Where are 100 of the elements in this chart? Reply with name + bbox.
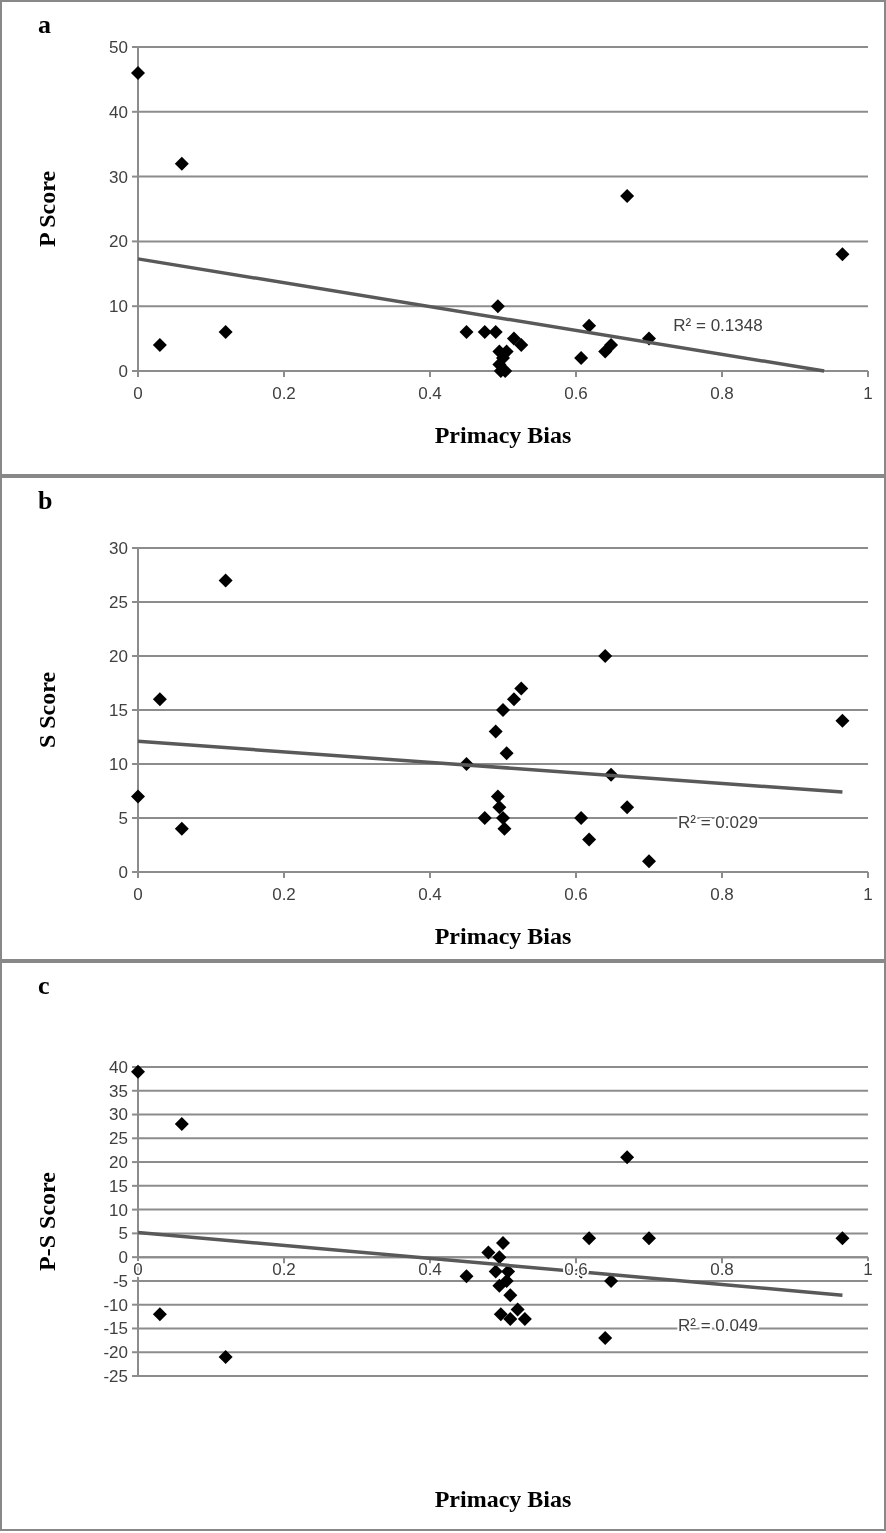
x-tick-label: 0.4 xyxy=(418,383,442,403)
x-axis-title: Primacy Bias xyxy=(434,923,572,949)
y-tick-label: 10 xyxy=(109,297,128,317)
y-tick-label: -15 xyxy=(103,1319,128,1339)
x-tick-label: 0.4 xyxy=(418,1259,442,1279)
y-tick-label: 15 xyxy=(109,700,128,720)
point xyxy=(488,1264,503,1279)
point xyxy=(642,854,656,869)
point xyxy=(582,1231,597,1246)
point xyxy=(497,821,512,836)
point xyxy=(488,724,503,739)
point xyxy=(574,351,589,366)
y-tick-label: 10 xyxy=(109,1200,128,1220)
x-tick-label: 0.8 xyxy=(710,383,734,403)
x-tick-label: 0.6 xyxy=(564,1259,588,1279)
y-tick-label: 5 xyxy=(118,808,128,828)
y-tick-label: -20 xyxy=(103,1343,128,1363)
y-axis-title: P-S Score xyxy=(34,1171,60,1271)
point xyxy=(598,1330,613,1345)
point xyxy=(514,338,529,353)
x-tick-label: 1 xyxy=(863,383,873,403)
point xyxy=(477,325,492,340)
y-tick-label: 30 xyxy=(109,1105,128,1125)
y-tick-label: 20 xyxy=(109,1153,128,1173)
y-tick-label: 30 xyxy=(109,538,128,558)
x-axis-title: Primacy Bias xyxy=(434,1486,572,1512)
y-tick-label: 5 xyxy=(118,1224,128,1244)
point xyxy=(496,703,510,717)
y-tick-label: 25 xyxy=(109,592,128,612)
y-tick-label: 40 xyxy=(109,102,128,122)
point xyxy=(503,1288,518,1303)
x-tick-label: 0.6 xyxy=(564,383,588,403)
point xyxy=(459,1269,474,1284)
y-tick-label: 25 xyxy=(109,1129,128,1149)
point xyxy=(218,573,233,588)
point xyxy=(492,800,507,815)
x-tick-label: 0 xyxy=(133,884,143,904)
point xyxy=(835,1231,850,1246)
point xyxy=(835,713,850,728)
y-tick-label: -10 xyxy=(103,1295,128,1315)
y-tick-label: 0 xyxy=(118,862,128,882)
point xyxy=(477,811,492,825)
chart-title: b xyxy=(38,486,53,515)
y-tick-label: 20 xyxy=(109,646,128,666)
y-tick-label: 15 xyxy=(109,1176,128,1196)
x-tick-label: 0.8 xyxy=(710,1259,734,1279)
point xyxy=(218,325,233,340)
point xyxy=(488,325,503,340)
x-tick-label: 0.6 xyxy=(564,884,588,904)
point xyxy=(499,746,514,761)
point xyxy=(506,331,521,346)
point xyxy=(218,1349,233,1364)
point xyxy=(496,811,510,825)
y-axis-title: P Score xyxy=(34,170,60,248)
x-tick-label: 0.8 xyxy=(710,884,734,904)
point xyxy=(514,681,529,696)
y-tick-label: 0 xyxy=(118,361,128,381)
point xyxy=(499,1273,514,1288)
point xyxy=(517,1311,532,1326)
y-tick-label: -5 xyxy=(112,1271,128,1291)
x-tick-label: 0.4 xyxy=(418,884,442,904)
point xyxy=(574,811,589,825)
point xyxy=(490,789,505,804)
y-tick-label: 30 xyxy=(109,167,128,187)
x-tick-label: 0.2 xyxy=(272,1259,296,1279)
point xyxy=(620,1150,635,1165)
point xyxy=(493,1307,508,1322)
point xyxy=(620,189,635,204)
point xyxy=(496,1235,510,1250)
point xyxy=(152,338,167,353)
point xyxy=(835,247,850,262)
point xyxy=(152,1307,167,1322)
y-axis-title: S Score xyxy=(34,671,60,749)
chart-title: c xyxy=(38,971,50,1000)
point xyxy=(492,1250,507,1265)
point xyxy=(481,1245,496,1260)
y-tick-label: 10 xyxy=(109,754,128,774)
x-tick-label: 0.2 xyxy=(272,383,296,403)
x-tick-label: 1 xyxy=(863,884,873,904)
y-tick-label: 35 xyxy=(109,1081,128,1101)
point xyxy=(642,1231,656,1246)
y-tick-label: 20 xyxy=(109,232,128,252)
x-tick-label: 1 xyxy=(863,1259,873,1279)
point xyxy=(510,1302,525,1317)
point xyxy=(131,789,145,804)
point xyxy=(174,156,189,171)
point xyxy=(582,318,597,333)
point xyxy=(503,1311,518,1326)
point xyxy=(501,1264,516,1279)
point xyxy=(582,832,597,847)
point xyxy=(490,299,505,314)
annotation: R² = 0.029 xyxy=(678,813,758,833)
point xyxy=(174,1117,189,1132)
point xyxy=(174,821,189,836)
point xyxy=(131,1064,145,1079)
point xyxy=(598,649,613,663)
point xyxy=(459,325,474,340)
y-tick-label: 40 xyxy=(109,1057,128,1077)
point xyxy=(604,338,619,353)
y-tick-label: 50 xyxy=(109,37,128,57)
